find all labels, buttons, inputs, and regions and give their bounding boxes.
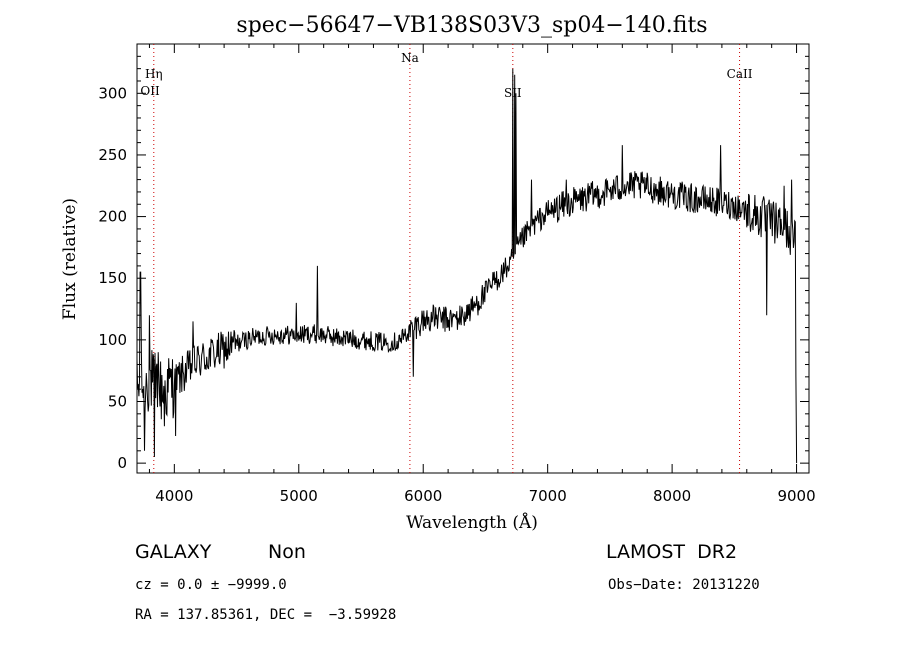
x-tick-label: 8000 <box>653 487 691 505</box>
y-tick-label: 0 <box>117 454 127 472</box>
y-tick-label: 100 <box>98 331 127 349</box>
y-tick-label: 300 <box>98 84 127 102</box>
x-tick-label: 7000 <box>529 487 567 505</box>
spectral-line-label: Hη <box>145 67 163 81</box>
spectral-line-label: OII <box>140 84 160 98</box>
x-tick-label: 9000 <box>777 487 815 505</box>
y-axis-title: Flux (relative) <box>60 198 80 320</box>
y-tick-label: 150 <box>98 269 127 287</box>
redshift-label: cz = 0.0 ± −9999.0 <box>135 577 287 593</box>
chart-title: spec−56647−VB138S03V3_sp04−140.fits <box>236 13 707 38</box>
subclass-label: Non <box>268 541 306 563</box>
survey-label: LAMOST DR2 <box>606 541 737 563</box>
spectral-line-label: Na <box>401 51 419 65</box>
object-class-label: GALAXY <box>135 541 212 563</box>
y-tick-label: 200 <box>98 208 127 226</box>
obs-date-label: Obs−Date: 20131220 <box>608 577 760 593</box>
plot-area: 4000 5000 6000 7000 8000 9000 0 50 100 150 200 250 3… <box>98 43 816 505</box>
y-tick-label: 50 <box>108 393 127 411</box>
plot-frame <box>136 43 810 474</box>
x-tick-label: 5000 <box>280 487 318 505</box>
x-tick-label: 4000 <box>155 487 193 505</box>
spectrum-line <box>136 68 798 464</box>
spectral-line-label: CaII <box>727 67 753 81</box>
y-tick-label: 250 <box>98 146 127 164</box>
x-tick-label: 6000 <box>404 487 442 505</box>
coordinates-label: RA = 137.85361, DEC = −3.59928 <box>135 607 396 623</box>
x-axis-title: Wavelength (Å) <box>406 512 538 533</box>
